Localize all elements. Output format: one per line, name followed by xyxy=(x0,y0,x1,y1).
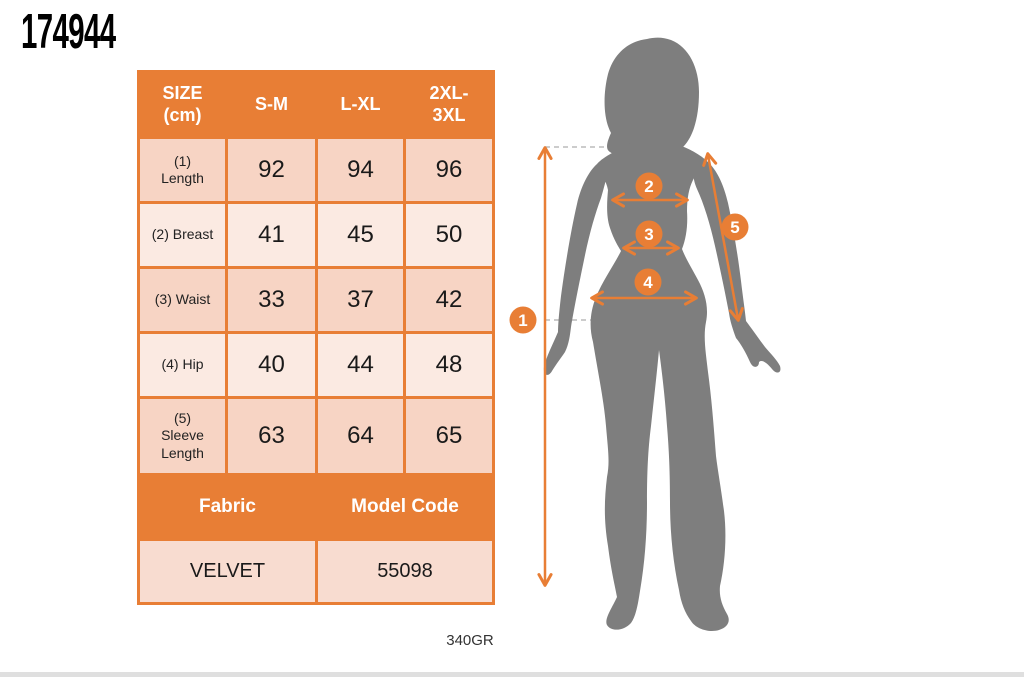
marker-number-3: 3 xyxy=(644,225,653,244)
size-table: SIZE (cm) S-M L-XL 2XL- 3XL (1) Length 9… xyxy=(137,70,495,605)
fabric-header: Fabric xyxy=(137,473,318,541)
model-code-value: 55098 xyxy=(315,538,495,605)
size-value-cell: 50 xyxy=(403,201,495,269)
table-footer-value-row: VELVET 55098 xyxy=(137,538,495,605)
marker-number-4: 4 xyxy=(643,273,653,292)
size-value-cell: 64 xyxy=(315,396,406,476)
col-header-s-m: S-M xyxy=(225,70,318,139)
row-label-hip: (4) Hip xyxy=(137,331,228,399)
size-value-cell: 65 xyxy=(403,396,495,476)
table-row-sleeve-length: (5) Sleeve Length 63 64 65 xyxy=(137,396,495,476)
row-label-waist: (3) Waist xyxy=(137,266,228,334)
table-row-waist: (3) Waist 33 37 42 xyxy=(137,266,495,334)
table-row-breast: (2) Breast 41 45 50 xyxy=(137,201,495,269)
fabric-weight-label: 340GR xyxy=(446,632,494,649)
model-code-header: Model Code xyxy=(315,473,495,541)
marker-number-5: 5 xyxy=(730,218,739,237)
measurement-diagram: 1 2 3 4 5 xyxy=(509,37,781,631)
row-label-length: (1) Length xyxy=(137,136,228,204)
body-silhouette-figure xyxy=(543,37,781,631)
row-label-breast: (2) Breast xyxy=(137,201,228,269)
product-code: 174944 xyxy=(21,5,116,59)
size-value-cell: 96 xyxy=(403,136,495,204)
arrow-sleeve xyxy=(702,152,744,322)
silhouette-left-arm xyxy=(543,164,608,375)
silhouette-right-arm xyxy=(693,161,781,373)
marker-circle-2 xyxy=(635,172,663,200)
size-value-cell: 48 xyxy=(403,331,495,399)
window-bottom-edge xyxy=(0,672,1024,677)
fabric-value: VELVET xyxy=(137,538,318,605)
col-header-size-cm: SIZE (cm) xyxy=(137,70,228,139)
marker-circle-4 xyxy=(634,268,662,296)
marker-number-1: 1 xyxy=(518,311,527,330)
row-label-sleeve-length: (5) Sleeve Length xyxy=(137,396,228,476)
diagram-markers: 1 2 3 4 5 xyxy=(509,172,749,334)
size-table-header-row: SIZE (cm) S-M L-XL 2XL- 3XL xyxy=(137,70,495,139)
silhouette-head xyxy=(604,37,699,159)
col-header-l-xl: L-XL xyxy=(315,70,406,139)
marker-circle-5 xyxy=(721,213,749,241)
marker-number-2: 2 xyxy=(644,177,653,196)
size-value-cell: 37 xyxy=(315,266,406,334)
size-value-cell: 63 xyxy=(225,396,318,476)
table-footer-header-row: Fabric Model Code xyxy=(137,473,495,541)
size-value-cell: 94 xyxy=(315,136,406,204)
size-value-cell: 42 xyxy=(403,266,495,334)
size-value-cell: 45 xyxy=(315,201,406,269)
marker-circle-1 xyxy=(509,306,537,334)
size-value-cell: 33 xyxy=(225,266,318,334)
size-value-cell: 44 xyxy=(315,331,406,399)
size-value-cell: 41 xyxy=(225,201,318,269)
size-value-cell: 92 xyxy=(225,136,318,204)
col-header-2xl-3xl: 2XL- 3XL xyxy=(403,70,495,139)
size-value-cell: 40 xyxy=(225,331,318,399)
table-row-hip: (4) Hip 40 44 48 xyxy=(137,331,495,399)
silhouette-torso-legs xyxy=(590,139,729,631)
table-row-length: (1) Length 92 94 96 xyxy=(137,136,495,204)
marker-circle-3 xyxy=(635,220,663,248)
